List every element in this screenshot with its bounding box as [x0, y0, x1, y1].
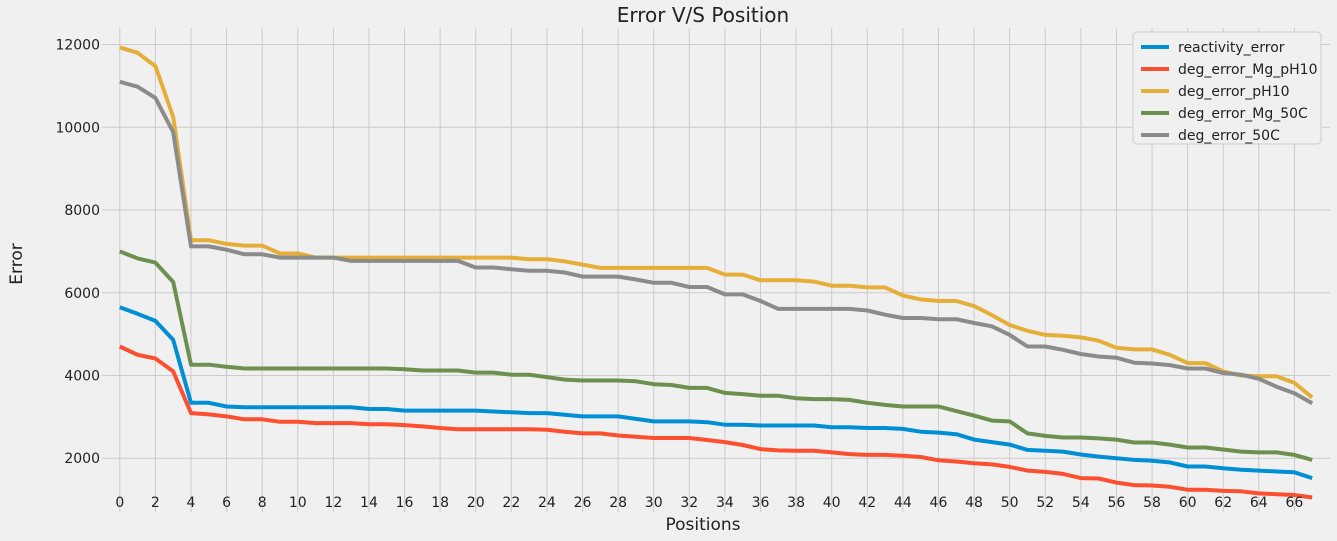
- x-tick-label: 46: [930, 495, 948, 511]
- chart-title: Error V/S Position: [617, 3, 789, 27]
- legend-entry: deg_error_Mg_50C: [1178, 106, 1308, 122]
- y-tick-label: 12000: [55, 38, 100, 54]
- legend: reactivity_error deg_error_Mg_pH10 deg_err…: [1132, 31, 1322, 145]
- legend-box: [1132, 31, 1322, 145]
- x-tick-label: 60: [1179, 495, 1197, 511]
- x-tick-label: 66: [1285, 495, 1303, 511]
- x-tick-label: 20: [467, 495, 485, 511]
- x-tick-label: 12: [324, 495, 342, 511]
- x-tick-label: 18: [431, 495, 449, 511]
- legend-entry: deg_error_pH10: [1178, 84, 1290, 100]
- y-axis-label: Error: [7, 243, 27, 284]
- x-axis-label: Positions: [665, 515, 740, 535]
- y-tick-label: 6000: [64, 286, 100, 302]
- x-tick-label: 40: [823, 495, 841, 511]
- legend-entry: reactivity_error: [1178, 40, 1285, 56]
- x-tick-label: 10: [289, 495, 307, 511]
- x-tick-label: 56: [1108, 495, 1126, 511]
- x-tick-label: 8: [258, 495, 267, 511]
- x-tick-label: 38: [787, 495, 805, 511]
- series-line-deg-error-Mg-50C: [119, 249, 1313, 462]
- x-tick-label: 50: [1001, 495, 1019, 511]
- x-tick-label: 52: [1036, 495, 1054, 511]
- x-tick-label: 44: [894, 495, 912, 511]
- x-tick-label: 28: [609, 495, 627, 511]
- x-tick-label: 22: [502, 495, 520, 511]
- x-tick-label: 34: [716, 495, 734, 511]
- x-tick-label: 14: [360, 495, 378, 511]
- x-tick-label: 36: [752, 495, 770, 511]
- x-tick-label: 32: [680, 495, 698, 511]
- x-tick-label: 30: [645, 495, 663, 511]
- x-tick-label: 16: [396, 495, 414, 511]
- x-tick-label: 48: [965, 495, 983, 511]
- x-tick-label: 0: [115, 495, 124, 511]
- x-tick-label: 58: [1143, 495, 1161, 511]
- x-tick-label: 2: [151, 495, 160, 511]
- x-tick-label: 54: [1072, 495, 1090, 511]
- series-line-reactivity-error: [119, 305, 1313, 481]
- y-tick-label: 10000: [55, 120, 100, 136]
- series-line-deg-error-50C: [119, 79, 1314, 405]
- x-tick-label: 24: [538, 495, 556, 511]
- x-tick-label: 4: [187, 495, 196, 511]
- legend-entry: deg_error_50C: [1178, 128, 1280, 144]
- x-tick-label: 64: [1250, 495, 1268, 511]
- series-line-deg-error-Mg-pH10: [118, 344, 1313, 500]
- y-tick-label: 8000: [64, 203, 100, 219]
- x-tick-labels: 0 2 4 6 8 10 12 14 16 18 20 22 24 26 28 30 32 34 36 38 40 42 4…: [115, 495, 1303, 511]
- y-tick-label: 2000: [64, 451, 100, 467]
- x-tick-label: 26: [574, 495, 592, 511]
- x-tick-label: 6: [222, 495, 231, 511]
- legend-entry: deg_error_Mg_pH10: [1178, 62, 1317, 78]
- x-tick-label: 62: [1214, 495, 1232, 511]
- series-lines: [118, 45, 1314, 500]
- x-tick-label: 42: [858, 495, 876, 511]
- y-tick-labels: 2000 4000 6000 8000 10000 12000: [55, 38, 100, 468]
- y-tick-label: 4000: [64, 368, 100, 384]
